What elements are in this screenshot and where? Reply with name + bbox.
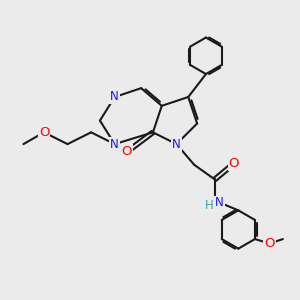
Text: O: O (121, 145, 132, 158)
Text: N: N (172, 138, 181, 151)
Text: N: N (215, 196, 224, 209)
Text: O: O (229, 157, 239, 170)
Text: H: H (205, 200, 213, 212)
Text: N: N (110, 91, 119, 103)
Text: O: O (39, 126, 49, 139)
Text: O: O (264, 237, 275, 250)
Text: N: N (110, 138, 119, 151)
